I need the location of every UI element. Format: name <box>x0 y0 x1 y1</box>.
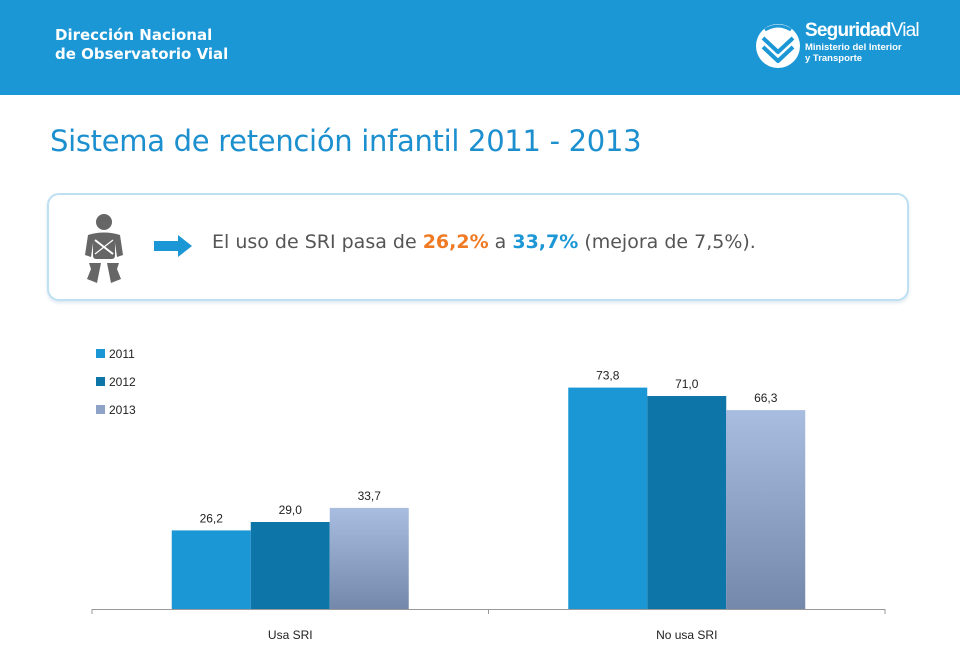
data-label: 26,2 <box>200 511 224 525</box>
bar-2012-no-usa-sri <box>647 396 727 609</box>
logo-subtitle-1: Ministerio del Interior <box>805 42 902 53</box>
bar-2011-no-usa-sri <box>568 387 648 609</box>
legend-swatch-2013 <box>96 405 105 414</box>
category-label: No usa SRI <box>656 628 717 642</box>
page-title: Sistema de retención infantil 2011 - 201… <box>50 124 642 158</box>
legend-label-2013: 2013 <box>109 403 136 417</box>
logo-subtitle-2: y Transporte <box>805 53 863 64</box>
bar-2012-usa-sri <box>250 522 330 609</box>
data-label: 33,7 <box>358 489 382 503</box>
logo-title: SeguridadVial <box>805 20 920 41</box>
summary-statement: El uso de SRI pasa de 26,2% a 33,7% (mej… <box>212 231 756 253</box>
org-name: Dirección Nacional de Observatorio Vial <box>55 26 228 64</box>
summary-callout: El uso de SRI pasa de 26,2% a 33,7% (mej… <box>47 193 909 301</box>
sri-bar-chart: 2011 2012 2013 26,2 29,0 33,7 Usa SRI 73,8 71,0 6… <box>91 347 886 642</box>
legend-label-2012: 2012 <box>109 375 136 389</box>
data-label: 71,0 <box>675 377 699 391</box>
right-arrow-icon <box>154 235 192 257</box>
bar-2013-usa-sri <box>329 507 409 609</box>
seguridad-vial-logo-icon <box>756 24 800 68</box>
bar-2013-no-usa-sri <box>726 410 806 609</box>
legend-swatch-2011 <box>96 349 105 358</box>
org-name-line1: Dirección Nacional <box>55 26 213 44</box>
data-label: 29,0 <box>279 503 303 517</box>
legend-label-2011: 2011 <box>109 347 135 361</box>
bar-2011-usa-sri <box>171 530 251 609</box>
header-bar: Dirección Nacional de Observatorio Vial … <box>0 0 960 95</box>
data-label: 73,8 <box>596 369 620 383</box>
value-to: 33,7% <box>512 231 579 253</box>
legend-swatch-2012 <box>96 377 105 386</box>
child-seat-icon <box>85 214 123 283</box>
value-from: 26,2% <box>422 231 489 253</box>
seguridad-vial-logo: SeguridadVial Ministerio del Interior y … <box>755 18 925 78</box>
data-label: 66,3 <box>754 391 778 405</box>
category-label: Usa SRI <box>268 628 313 642</box>
org-name-line2: de Observatorio Vial <box>55 45 229 63</box>
